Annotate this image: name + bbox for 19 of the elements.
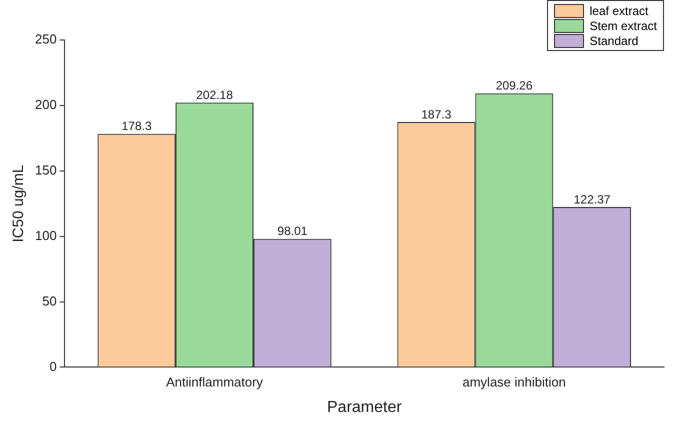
legend-label: leaf extract xyxy=(590,4,648,18)
data-label: 178.3 xyxy=(122,119,152,134)
legend-label: Stem extract xyxy=(590,18,657,32)
data-label: 122.37 xyxy=(574,192,611,206)
y-tick-label: 200 xyxy=(34,97,57,112)
y-axis-title: IC50 ug/mL xyxy=(10,164,28,242)
data-label: 98.01 xyxy=(277,224,308,238)
x-tick-label: amylase inhibition xyxy=(462,374,566,390)
data-label: 202.18 xyxy=(196,88,234,102)
x-axis-title: Parameter xyxy=(326,398,402,416)
y-tick-label: 250 xyxy=(34,32,57,47)
data-label: 209.26 xyxy=(496,78,533,93)
data-label: 187.3 xyxy=(421,107,452,122)
y-tick-label: 100 xyxy=(34,228,57,243)
y-tick-label: 0 xyxy=(49,358,57,374)
x-tick-label: Antiinflammatory xyxy=(166,374,264,390)
legend-label: Standard xyxy=(590,34,638,48)
y-tick-label: 150 xyxy=(34,162,57,178)
y-tick-label: 50 xyxy=(42,293,57,308)
